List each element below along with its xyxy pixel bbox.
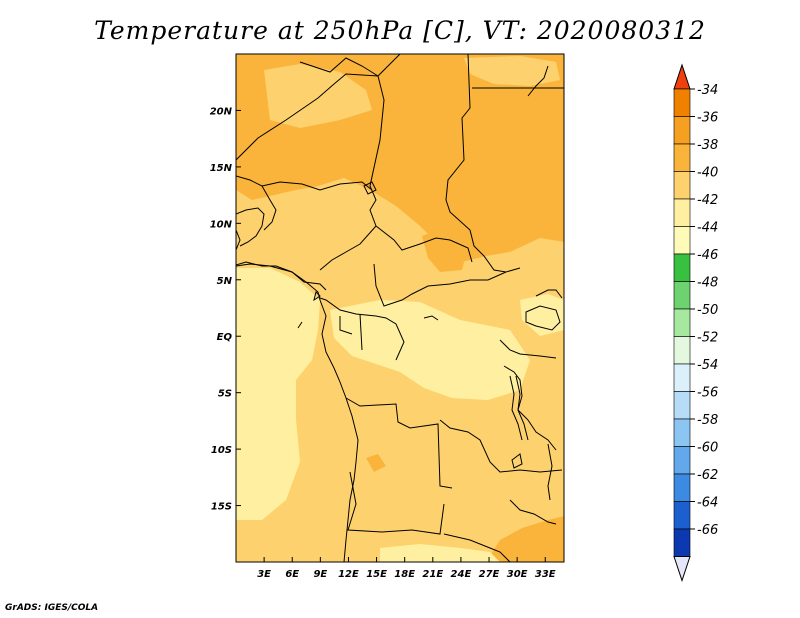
colorbar-label: -56 (697, 386, 718, 401)
lon-tick-label: 18E (394, 569, 415, 580)
lon-tick-label: 21E (422, 569, 443, 580)
lat-tick-label: 20N (210, 106, 233, 117)
lat-tick-label: 5S (218, 389, 232, 400)
lat-tick-label: 10S (211, 445, 232, 456)
colorbar: -34 -36 -38 -40 -42 -44 -46 -48 -50 -52 -54 -56 -58 -… (673, 63, 718, 583)
colorbar-swatch (673, 363, 691, 392)
grads-credit: GrADS: IGES/COLA (5, 603, 99, 613)
colorbar-bottom-arrow (673, 556, 691, 583)
cool-region-central (330, 300, 530, 400)
lon-tick-label: 6E (285, 569, 299, 580)
lon-tick-label: 27E (479, 569, 500, 580)
lon-axis: 3E 6E 9E 12E 15E 18E 21E 24E 27E 30E 33E (257, 557, 556, 580)
lat-tick-label: 10N (210, 219, 233, 230)
warm-region-north-2 (422, 226, 468, 272)
lon-tick-label: 15E (366, 569, 387, 580)
lat-tick-label: 15N (210, 163, 233, 174)
colorbar-label: -34 (697, 83, 718, 98)
cool-region-south (380, 544, 500, 562)
colorbar-label: -62 (697, 468, 718, 483)
cool-region-west (236, 268, 320, 520)
colorbar-swatch (673, 473, 691, 502)
colorbar-label: -42 (697, 193, 718, 208)
coastlines (236, 65, 561, 562)
colorbar-swatch (673, 171, 691, 200)
map-title: Temperature at 250hPa [C], VT: 202008031… (94, 16, 706, 45)
colorbar-swatch (673, 281, 691, 310)
lat-tick-label: 15S (211, 502, 232, 513)
cool-region-east (520, 294, 564, 336)
lon-tick-label: 3E (257, 569, 271, 580)
colorbar-label: -66 (697, 523, 718, 538)
colorbar-label: -48 (697, 276, 718, 291)
colorbar-swatch (673, 88, 691, 117)
lat-tick-label: 5N (217, 276, 233, 287)
colorbar-swatch (673, 391, 691, 420)
colorbar-label: -64 (697, 496, 718, 511)
colorbar-swatch (673, 198, 691, 227)
colorbar-label: -54 (697, 358, 718, 373)
country-borders (236, 54, 564, 562)
colorbar-swatch (673, 418, 691, 447)
colorbar-label: -40 (697, 166, 718, 181)
lat-axis: 20N 15N 10N 5N EQ 5S 10S 15S (210, 106, 241, 513)
lon-tick-label: 9E (313, 569, 327, 580)
temperature-field (236, 54, 564, 562)
colorbar-label: -36 (697, 111, 718, 126)
lon-tick-label: 30E (507, 569, 528, 580)
lon-tick-label: 24E (451, 569, 472, 580)
colorbar-label: -60 (697, 441, 718, 456)
colorbar-swatch (673, 253, 691, 282)
colorbar-label: -46 (697, 248, 718, 263)
lon-tick-label: 12E (338, 569, 359, 580)
colorbar-swatch (673, 143, 691, 172)
lat-tick-label: EQ (217, 332, 233, 343)
colorbar-label: -38 (697, 138, 718, 153)
warm-spot-angola (366, 454, 386, 472)
lon-tick-label: 33E (535, 569, 556, 580)
colorbar-swatch (673, 446, 691, 475)
cool-pocket-north-2 (464, 56, 560, 86)
colorbar-top-arrow (673, 63, 691, 90)
colorbar-label: -44 (697, 221, 718, 236)
colorbar-label: -50 (697, 303, 718, 318)
map-frame (235, 53, 565, 563)
colorbar-swatch (673, 501, 691, 530)
colorbar-label: -58 (697, 413, 718, 428)
cool-pocket-north (264, 64, 372, 128)
colorbar-swatch (673, 528, 691, 557)
warm-region-southeast (486, 516, 564, 562)
colorbar-swatch (673, 308, 691, 337)
colorbar-label: -52 (697, 331, 718, 346)
colorbar-swatch (673, 226, 691, 255)
colorbar-swatch (673, 116, 691, 145)
colorbar-swatch (673, 336, 691, 365)
